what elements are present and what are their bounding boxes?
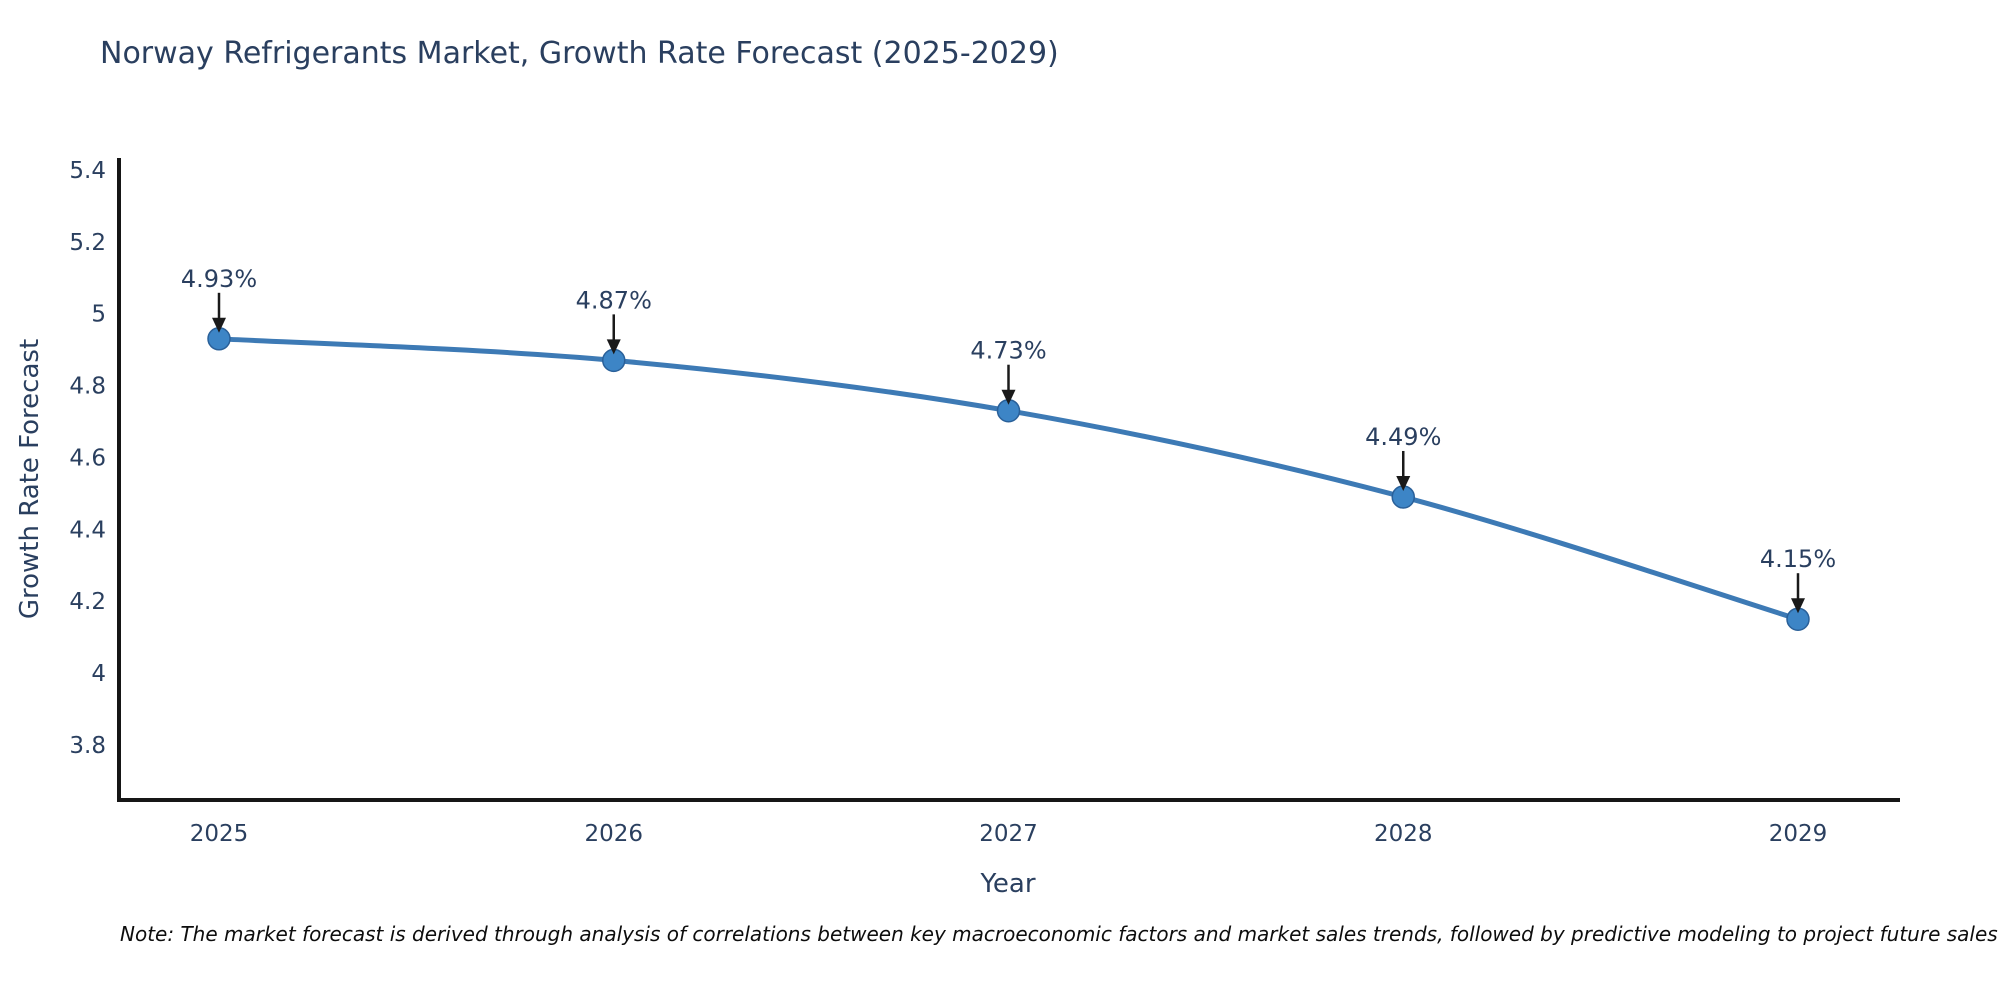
y-tick-label: 4.4 [69, 517, 106, 543]
y-tick-label: 4.2 [69, 589, 106, 615]
annotation-arrow-head [1791, 598, 1805, 614]
point-value-label: 4.93% [181, 265, 257, 293]
y-tick-label: 4 [91, 661, 106, 687]
chart-footnote: Note: The market forecast is derived thr… [120, 922, 1998, 946]
point-value-label: 4.15% [1760, 545, 1836, 573]
x-tick-label: 2028 [1374, 821, 1433, 847]
x-axis-title: Year [980, 869, 1036, 899]
y-tick-label: 4.8 [69, 374, 106, 400]
annotation-arrow-head [1001, 389, 1016, 405]
y-tick-label: 3.8 [69, 733, 106, 759]
x-tick-label: 2026 [584, 821, 643, 847]
chart-title: Norway Refrigerants Market, Growth Rate … [100, 36, 1059, 71]
x-tick-label: 2027 [979, 821, 1038, 847]
y-tick-label: 5 [91, 302, 106, 328]
annotation-arrow-head [606, 339, 621, 355]
annotation-arrow-head [212, 317, 226, 333]
y-tick-label: 5.4 [69, 158, 106, 184]
y-tick-label: 4.6 [69, 445, 106, 471]
annotation-arrow-head [1396, 475, 1411, 491]
x-tick-label: 2029 [1769, 821, 1828, 847]
y-tick-label: 5.2 [69, 230, 106, 256]
x-tick-label: 2025 [190, 821, 249, 847]
point-value-label: 4.73% [970, 337, 1046, 365]
point-value-label: 4.87% [576, 286, 652, 314]
point-value-label: 4.49% [1365, 423, 1441, 451]
